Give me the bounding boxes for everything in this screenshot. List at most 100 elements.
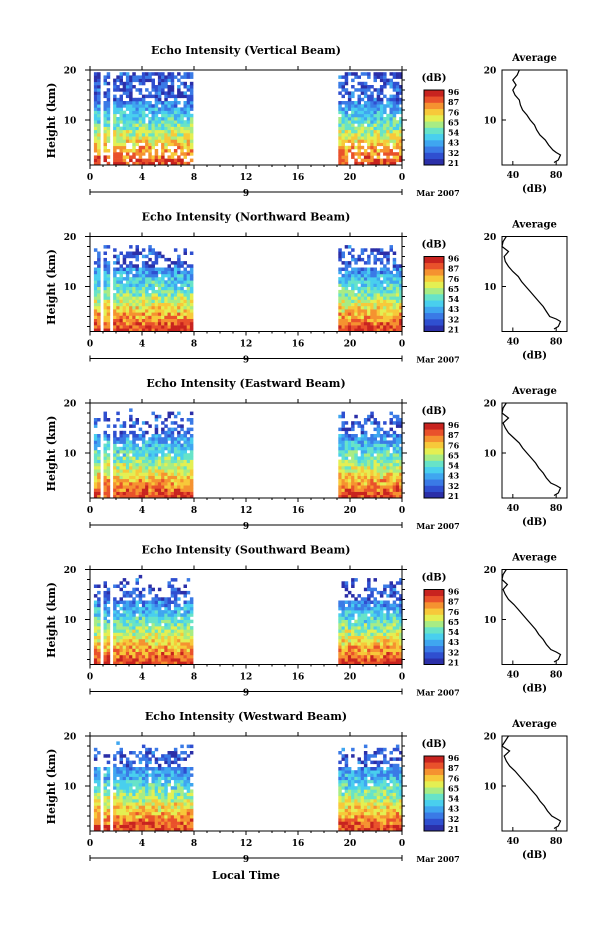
heatmap-cell: [376, 651, 381, 656]
heatmap-cell: [116, 142, 120, 147]
heatmap-cell: [360, 293, 365, 297]
heatmap-cell: [360, 267, 365, 271]
heatmap-cell: [173, 440, 178, 444]
heatmap-cell: [93, 600, 98, 604]
heatmap-cell: [379, 280, 384, 284]
heatmap-cell: [189, 251, 194, 255]
heatmap-cell: [157, 283, 162, 287]
heatmap-cell: [399, 296, 403, 300]
heatmap-cell: [161, 309, 165, 313]
heatmap-cell: [389, 475, 393, 480]
heatmap-cell: [180, 642, 184, 646]
heatmap-cell: [132, 654, 136, 659]
heatmap-cell: [386, 136, 390, 140]
heatmap-cell: [373, 622, 377, 627]
heatmap-cell: [154, 613, 159, 617]
heatmap-cell: [360, 299, 365, 303]
heatmap-cell: [392, 421, 397, 425]
heatmap-cell: [373, 302, 377, 307]
heatmap-cell: [399, 629, 403, 633]
heatmap-cell: [103, 110, 107, 115]
heatmap-cell: [363, 94, 368, 99]
colorbar-tick-label: 76: [448, 440, 460, 450]
heatmap-cell: [141, 440, 146, 444]
heatmap-cell: [189, 126, 194, 131]
heatmap-cell: [141, 101, 146, 105]
heatmap-cell: [386, 488, 390, 492]
heatmap-cell: [113, 783, 117, 787]
heatmap-cell: [186, 629, 191, 633]
heatmap-cell: [141, 616, 146, 620]
heatmap-cell: [145, 491, 149, 496]
heatmap-cell: [370, 302, 374, 307]
heatmap-cell: [395, 85, 400, 89]
heatmap-cell: [170, 638, 175, 643]
heatmap-cell: [170, 491, 175, 496]
heatmap-cell: [173, 616, 178, 620]
heatmap-cell: [154, 437, 159, 441]
heatmap-cell: [119, 638, 123, 643]
heatmap-cell: [395, 472, 400, 476]
heatmap-cell: [116, 155, 120, 159]
heatmap-cell: [344, 475, 349, 480]
colorbar-segment: [424, 287, 444, 295]
heatmap-cell: [351, 443, 355, 448]
heatmap-cell: [189, 267, 194, 271]
heatmap-cell: [189, 309, 194, 313]
heatmap-cell: [341, 139, 345, 143]
heatmap-cell: [338, 443, 342, 448]
heatmap-cell: [363, 299, 368, 303]
heatmap-cell: [122, 289, 127, 294]
heatmap-cell: [347, 261, 352, 265]
heatmap-cell: [386, 661, 390, 665]
heatmap-cell: [180, 424, 184, 428]
heatmap-cell: [383, 443, 387, 448]
heatmap-cell: [357, 136, 361, 140]
heatmap-cell: [113, 456, 117, 460]
heatmap-cell: [386, 139, 390, 143]
heatmap-cell: [370, 616, 374, 620]
heatmap-cell: [379, 120, 384, 124]
heatmap-cell: [119, 635, 123, 640]
heatmap-cell: [106, 293, 111, 297]
heatmap-cell: [170, 289, 175, 294]
heatmap-cell: [125, 155, 130, 159]
heatmap-cell: [360, 145, 365, 150]
heatmap-cell: [399, 305, 403, 310]
heatmap-cell: [119, 139, 123, 143]
heatmap-cell: [189, 293, 194, 297]
heatmap-cell: [135, 488, 139, 492]
heatmap-cell: [138, 152, 143, 156]
heatmap-cell: [367, 459, 371, 464]
heatmap-cell: [370, 491, 374, 496]
heatmap-cell: [367, 273, 371, 278]
heatmap-cell: [135, 472, 139, 476]
heatmap-cell: [122, 81, 127, 86]
heatmap-cell: [93, 811, 98, 816]
heatmap-cell: [373, 113, 377, 118]
heatmap-cell: [351, 651, 355, 656]
heatmap-cell: [189, 606, 194, 611]
heatmap-cell: [376, 133, 381, 137]
heatmap-cell: [157, 139, 162, 143]
heatmap-cell: [135, 136, 139, 140]
heatmap-cell: [170, 283, 175, 287]
heatmap-cell: [148, 305, 152, 310]
heatmap-cell: [164, 475, 168, 480]
x-tick-label: 20: [344, 173, 357, 183]
heatmap-cell: [138, 622, 143, 627]
heatmap-cell: [395, 453, 400, 457]
heatmap-cell: [164, 139, 168, 143]
heatmap-cell: [399, 469, 403, 473]
heatmap-cell: [106, 645, 111, 649]
heatmap-cell: [395, 622, 400, 627]
heatmap-cell: [186, 485, 191, 489]
heatmap-cell: [173, 488, 178, 492]
heatmap-cell: [116, 482, 120, 486]
heatmap-cell: [370, 155, 374, 159]
heatmap-cell: [161, 254, 165, 259]
heatmap-cell: [186, 289, 191, 294]
heatmap-cell: [141, 494, 146, 499]
heatmap-cell: [341, 651, 345, 656]
heatmap-cell: [180, 136, 184, 140]
